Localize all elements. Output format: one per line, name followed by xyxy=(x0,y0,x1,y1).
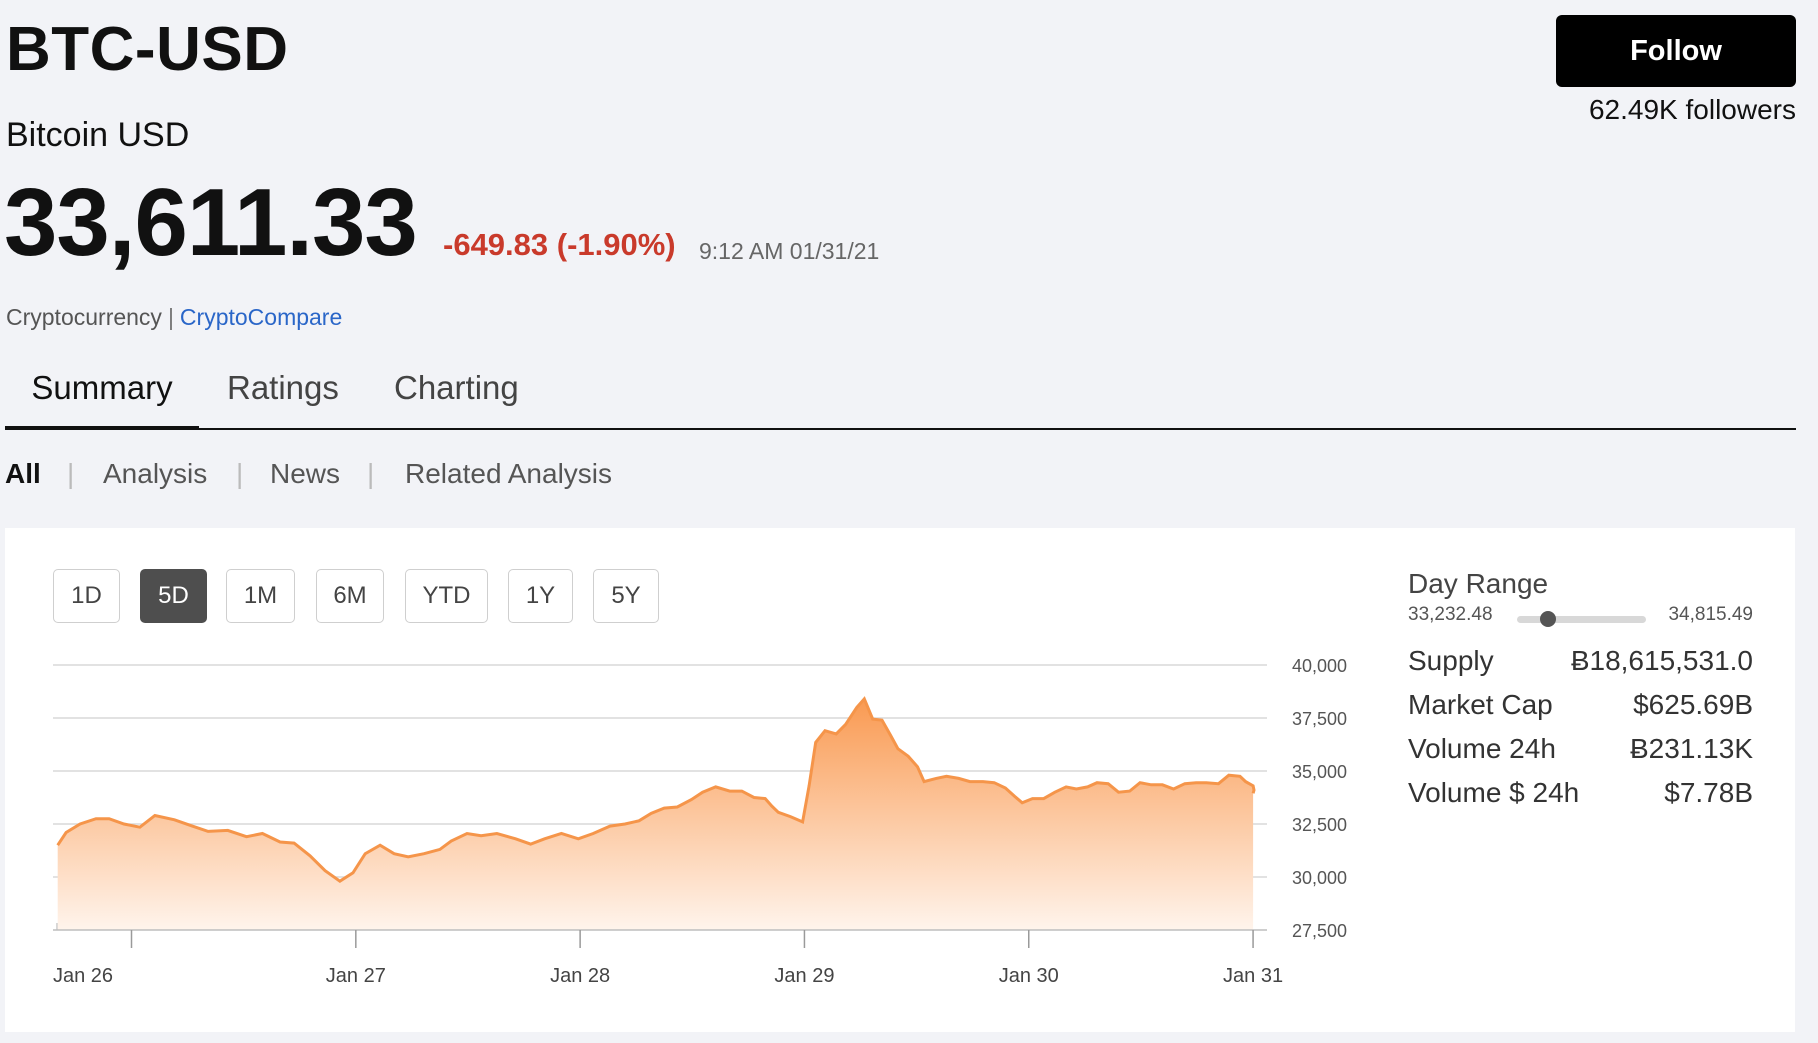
tab-ratings[interactable]: Ratings xyxy=(227,369,339,406)
stat-market-cap: Market Cap $625.69B xyxy=(1408,689,1753,733)
day-range-marker xyxy=(1539,611,1556,627)
y-tick-label: 35,000 xyxy=(1292,762,1347,782)
chart-panel: 1D 5D 1M 6M YTD 1Y 5Y 27,500 30,000 32,500… xyxy=(5,528,1795,1032)
x-tick-label: Jan 26 xyxy=(53,965,113,987)
meta-separator: | xyxy=(167,304,174,330)
asset-name: Bitcoin USD xyxy=(6,116,190,154)
data-source-link[interactable]: CryptoCompare xyxy=(179,304,343,330)
x-tick-label: Jan 28 xyxy=(550,965,610,987)
subtab-separator: | xyxy=(67,458,75,489)
x-tick-label: Jan 31 xyxy=(1223,965,1283,987)
price-change: -649.83 (-1.90%) xyxy=(443,227,676,262)
y-tick-label: 30,000 xyxy=(1292,868,1347,888)
subtab-separator: | xyxy=(367,458,375,489)
ticker-symbol: BTC-USD xyxy=(6,15,289,84)
tab-summary[interactable]: Summary xyxy=(5,360,199,430)
stat-value: Ƀ18,615,531.0 xyxy=(1570,645,1753,676)
subtab-news[interactable]: News xyxy=(270,458,341,489)
day-range: 33,232.48 34,815.49 xyxy=(1408,600,1753,630)
range-5y-button[interactable]: 5Y xyxy=(593,569,659,623)
stat-value: Ƀ231.13K xyxy=(1630,733,1753,764)
y-tick-label: 37,500 xyxy=(1292,709,1347,729)
price-line xyxy=(56,696,1256,884)
y-tick-label: 32,500 xyxy=(1292,815,1347,835)
subtab-separator: | xyxy=(236,458,244,489)
range-1y-button[interactable]: 1Y xyxy=(508,569,573,623)
stat-value: $625.69B xyxy=(1633,689,1753,720)
range-ytd-button[interactable]: YTD xyxy=(405,569,488,623)
followers-count: 62.49K followers xyxy=(1588,94,1796,125)
stats-panel: Day Range 33,232.48 34,815.49 Supply Ƀ18… xyxy=(1408,568,1753,821)
day-range-high: 34,815.49 xyxy=(1668,604,1753,625)
follow-button[interactable]: Follow xyxy=(1556,15,1796,87)
asset-meta: Cryptocurrency | CryptoCompare xyxy=(6,304,342,331)
y-tick-label: 27,500 xyxy=(1292,921,1347,941)
y-tick-label: 40,000 xyxy=(1292,656,1347,676)
stat-label: Volume 24h xyxy=(1408,733,1556,764)
subtab-related-analysis[interactable]: Related Analysis xyxy=(405,458,613,489)
stat-volume-usd-24h: Volume $ 24h $7.78B xyxy=(1408,777,1753,821)
stat-label: Volume $ 24h xyxy=(1408,777,1580,808)
x-tick-label: Jan 29 xyxy=(774,965,834,987)
range-1m-button[interactable]: 1M xyxy=(226,569,295,623)
day-range-track xyxy=(1517,616,1646,623)
stat-supply: Supply Ƀ18,615,531.0 xyxy=(1408,645,1753,689)
price-timestamp: 9:12 AM 01/31/21 xyxy=(699,238,880,264)
main-tabs: Summary Ratings Charting xyxy=(5,360,1796,430)
asset-category: Cryptocurrency xyxy=(6,304,162,330)
price-chart[interactable]: 27,500 30,000 32,500 35,000 37,500 40,000 Jan … xyxy=(5,528,1405,1032)
stat-label: Supply xyxy=(1408,645,1494,676)
chart-axes: 27,500 30,000 32,500 35,000 37,500 40,000 Jan … xyxy=(53,656,1347,987)
price-area xyxy=(57,698,1255,930)
volume-bar xyxy=(56,923,60,930)
range-5d-button[interactable]: 5D xyxy=(140,569,207,623)
range-1d-button[interactable]: 1D xyxy=(53,569,120,623)
last-price: 33,611.33 xyxy=(4,169,418,276)
subtab-all[interactable]: All xyxy=(5,458,41,489)
stat-volume-24h: Volume 24h Ƀ231.13K xyxy=(1408,733,1753,777)
x-tick-label: Jan 27 xyxy=(326,965,386,987)
stat-value: $7.78B xyxy=(1664,777,1753,808)
subtab-analysis[interactable]: Analysis xyxy=(103,458,208,489)
day-range-low: 33,232.48 xyxy=(1408,604,1493,625)
day-range-title: Day Range xyxy=(1408,568,1549,599)
range-6m-button[interactable]: 6M xyxy=(316,569,384,623)
stat-label: Market Cap xyxy=(1408,689,1553,720)
x-tick-label: Jan 30 xyxy=(999,965,1059,987)
tab-charting[interactable]: Charting xyxy=(394,369,519,406)
